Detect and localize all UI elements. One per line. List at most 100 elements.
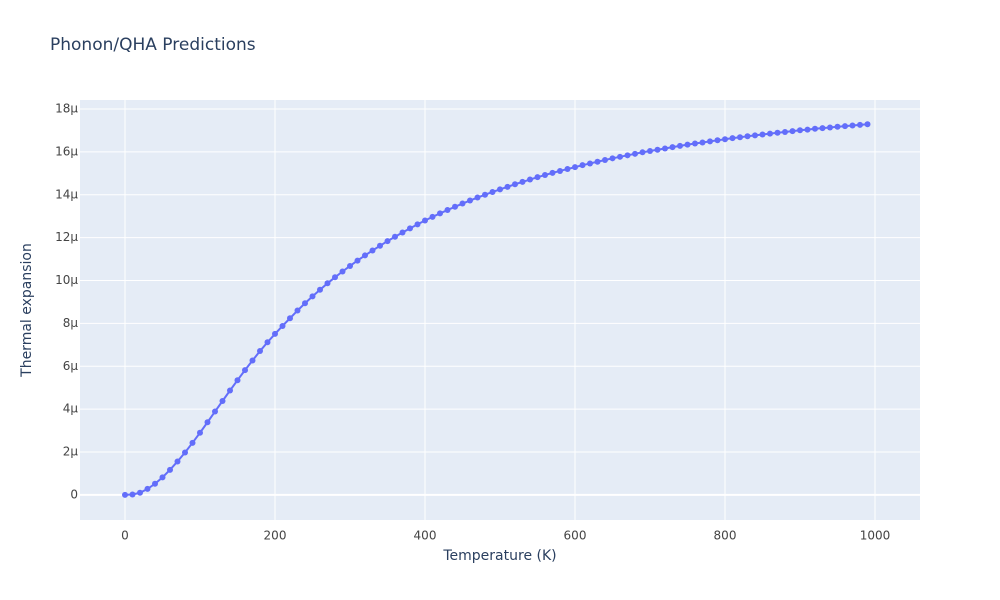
data-point (752, 132, 758, 139)
data-point (399, 229, 406, 236)
data-point (677, 142, 683, 149)
data-point (437, 210, 443, 217)
data-point (452, 203, 458, 210)
data-point (639, 149, 646, 156)
data-point (572, 164, 578, 171)
data-point (384, 238, 391, 245)
data-point (519, 178, 526, 185)
data-point (144, 485, 151, 492)
data-point (294, 307, 301, 314)
data-point (392, 233, 398, 240)
data-point (722, 136, 728, 143)
data-point (122, 491, 128, 498)
data-point (354, 257, 361, 264)
data-point (857, 121, 863, 128)
data-point (272, 330, 278, 337)
data-point (624, 152, 631, 159)
data-point (617, 153, 623, 160)
data-point (849, 122, 856, 129)
data-point (167, 466, 173, 473)
data-point (444, 206, 451, 213)
y-tick-label: 12μ (55, 230, 78, 244)
data-point (579, 162, 586, 169)
data-point (339, 268, 346, 275)
data-point (767, 130, 773, 137)
data-point (279, 322, 286, 329)
y-tick-label: 18μ (55, 102, 78, 116)
x-tick-label: 200 (264, 529, 287, 543)
x-tick-label: 0 (121, 529, 129, 543)
data-point (774, 129, 781, 136)
data-point (347, 262, 353, 269)
data-point (249, 357, 256, 364)
data-point (729, 135, 736, 142)
y-tick-label: 10μ (55, 273, 78, 287)
data-point (714, 137, 721, 144)
data-point (692, 140, 698, 147)
data-point (497, 186, 503, 193)
x-tick-label: 400 (414, 529, 437, 543)
data-point (309, 293, 316, 300)
data-point (542, 172, 548, 179)
y-tick-label: 0 (70, 487, 78, 501)
data-point (842, 123, 848, 130)
data-point (467, 197, 473, 204)
y-tick-label: 2μ (63, 445, 79, 459)
data-point (474, 194, 481, 201)
x-tick-label: 1000 (860, 529, 891, 543)
data-point (377, 242, 383, 249)
data-point (422, 217, 428, 224)
data-point (819, 125, 826, 132)
data-point (227, 387, 233, 394)
data-point (654, 146, 661, 153)
data-point (737, 134, 743, 141)
data-point (362, 252, 368, 259)
data-point (804, 126, 811, 133)
data-point (332, 274, 338, 281)
data-point (834, 123, 841, 130)
data-point (557, 167, 563, 174)
data-point (602, 157, 608, 164)
data-point (407, 225, 413, 232)
data-point (317, 286, 323, 293)
data-point (197, 429, 203, 436)
data-point (137, 489, 143, 496)
data-point (369, 247, 376, 254)
data-point (324, 280, 331, 287)
data-point (564, 166, 571, 173)
data-point (699, 139, 706, 146)
data-point (414, 221, 421, 228)
y-tick-label: 16μ (55, 144, 78, 158)
series-line (124, 123, 868, 496)
data-point (264, 339, 271, 346)
data-point (587, 160, 593, 167)
data-point (669, 144, 676, 151)
chart-title: Phonon/QHA Predictions (50, 35, 256, 55)
data-point (662, 145, 668, 152)
data-point (219, 398, 226, 405)
plot-background (80, 100, 920, 520)
data-point (189, 439, 196, 446)
data-point (174, 458, 181, 465)
data-point (182, 449, 188, 456)
data-point (527, 176, 533, 183)
y-tick-label: 8μ (63, 316, 79, 330)
data-point (594, 158, 601, 165)
data-point (864, 121, 871, 128)
data-point (257, 348, 263, 355)
data-point (549, 169, 556, 176)
y-tick-label: 4μ (63, 402, 79, 416)
data-point (204, 419, 211, 426)
data-point (827, 124, 833, 131)
data-point (489, 188, 496, 195)
data-point (482, 191, 488, 198)
data-point (159, 474, 166, 481)
y-tick-label: 6μ (63, 359, 79, 373)
data-point (234, 377, 241, 384)
data-point (459, 200, 466, 207)
data-point (782, 128, 788, 135)
data-point (647, 148, 653, 155)
data-point (707, 138, 713, 145)
